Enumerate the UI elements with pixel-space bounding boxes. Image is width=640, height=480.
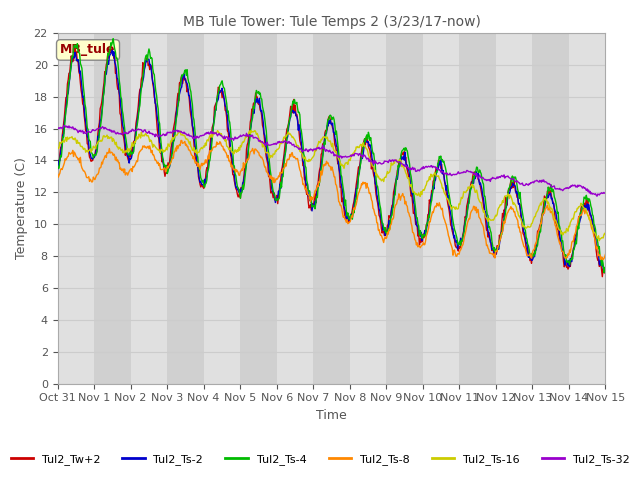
Bar: [532, 33, 569, 384]
Bar: [131, 33, 167, 384]
Legend: Tul2_Tw+2, Tul2_Ts-2, Tul2_Ts-4, Tul2_Ts-8, Tul2_Ts-16, Tul2_Ts-32: Tul2_Tw+2, Tul2_Ts-2, Tul2_Ts-4, Tul2_Ts…: [6, 450, 634, 469]
X-axis label: Time: Time: [316, 409, 347, 422]
Bar: [496, 33, 532, 384]
Bar: [313, 33, 349, 384]
Bar: [94, 33, 131, 384]
Bar: [460, 33, 496, 384]
Text: MB_tule: MB_tule: [60, 44, 116, 57]
Bar: [349, 33, 386, 384]
Bar: [204, 33, 240, 384]
Title: MB Tule Tower: Tule Temps 2 (3/23/17-now): MB Tule Tower: Tule Temps 2 (3/23/17-now…: [182, 15, 481, 29]
Bar: [386, 33, 423, 384]
Bar: [276, 33, 313, 384]
Bar: [240, 33, 276, 384]
Bar: [167, 33, 204, 384]
Bar: [423, 33, 460, 384]
Y-axis label: Temperature (C): Temperature (C): [15, 157, 28, 259]
Bar: [58, 33, 94, 384]
Bar: [569, 33, 605, 384]
